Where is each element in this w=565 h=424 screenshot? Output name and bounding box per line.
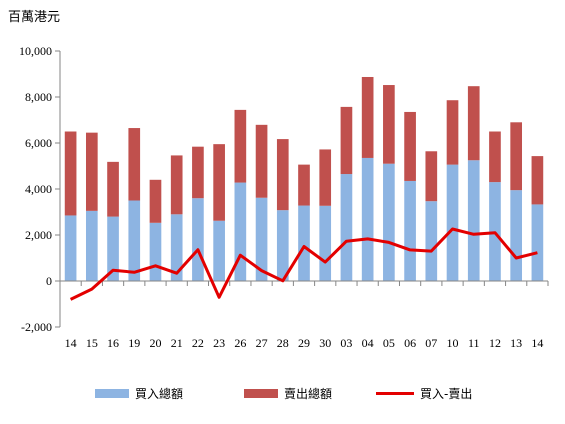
- x-tick-label: 21: [171, 336, 183, 350]
- y-tick-label: 6,000: [25, 136, 52, 150]
- legend: 買入總額 賣出總額 買入-賣出: [0, 385, 565, 405]
- legend-label-buy: 買入總額: [135, 387, 184, 401]
- x-tick-label: 07: [425, 336, 437, 350]
- bar-buy: [319, 205, 332, 281]
- bar-sell: [298, 164, 310, 206]
- legend-item-net: 買入-賣出: [376, 385, 472, 402]
- legend-swatch-net: [376, 392, 414, 395]
- x-tick-label: 16: [107, 336, 119, 350]
- bar-sell: [319, 149, 332, 206]
- y-tick-label: 0: [46, 274, 52, 288]
- y-tick-label: 8,000: [25, 90, 52, 104]
- bar-buy: [340, 174, 353, 281]
- x-tick-label: 05: [383, 336, 395, 350]
- bar-buy: [213, 220, 225, 281]
- bar-buy: [467, 160, 480, 281]
- bar-sell: [170, 155, 183, 215]
- bar-sell: [128, 128, 141, 201]
- x-tick-label: 10: [447, 336, 459, 350]
- x-tick-label: 23: [213, 336, 225, 350]
- bar-sell: [489, 131, 501, 183]
- x-tick-label: 28: [277, 336, 289, 350]
- x-tick-label: 19: [128, 336, 140, 350]
- bar-buy: [298, 205, 310, 281]
- bar-buy: [404, 180, 416, 281]
- bar-buy: [234, 182, 247, 281]
- bar-buy: [85, 210, 98, 281]
- bar-buy: [383, 163, 395, 281]
- bar-buy: [255, 197, 268, 281]
- bar-sell: [531, 156, 544, 205]
- legend-item-sell: 賣出總額: [244, 385, 332, 402]
- x-tick-label: 30: [319, 336, 331, 350]
- bar-sell: [425, 151, 438, 202]
- bar-sell: [467, 86, 480, 161]
- x-tick-label: 22: [192, 336, 204, 350]
- legend-swatch-sell: [244, 389, 278, 398]
- bar-buy: [361, 157, 374, 281]
- bar-sell: [340, 106, 353, 175]
- legend-swatch-buy: [95, 389, 129, 398]
- bar-sell: [64, 131, 77, 216]
- x-tick-label: 27: [256, 336, 268, 350]
- y-tick-label: 2,000: [25, 228, 52, 242]
- y-tick-label: -2,000: [21, 320, 52, 334]
- bar-buy: [64, 215, 77, 281]
- bar-buy: [276, 210, 289, 281]
- bar-sell: [149, 179, 162, 223]
- x-tick-label: 11: [468, 336, 480, 350]
- bar-sell: [383, 85, 395, 164]
- bar-sell: [361, 76, 374, 158]
- x-tick-label: 20: [149, 336, 161, 350]
- x-tick-label: 04: [362, 336, 374, 350]
- bar-buy: [192, 198, 204, 281]
- bar-sell: [255, 124, 268, 198]
- bar-sell: [446, 100, 459, 165]
- plot-area: -2,000 0 2,000 4,000 6,000 8,000 10,000 14 15 16 1…: [19, 44, 549, 350]
- bar-buy: [510, 190, 523, 281]
- bar-buy: [446, 164, 459, 281]
- line-net: [69, 227, 538, 301]
- x-tick-label: 03: [340, 336, 352, 350]
- bar-buy: [531, 204, 544, 281]
- bar-sell: [276, 139, 289, 211]
- x-tick-label: 26: [234, 336, 246, 350]
- bar-buy: [170, 214, 183, 281]
- x-tick-label: 12: [489, 336, 501, 350]
- bar-sell: [107, 161, 119, 217]
- y-unit-label: 百萬港元: [8, 10, 61, 25]
- legend-label-sell: 賣出總額: [284, 387, 333, 401]
- bar-sell: [404, 111, 416, 181]
- bar-sell: [213, 144, 225, 221]
- x-tick-label: 06: [404, 336, 416, 350]
- bar-sell: [234, 109, 247, 183]
- bar-buy: [425, 201, 438, 281]
- bar-sell: [192, 146, 204, 199]
- bar-buy: [107, 216, 119, 281]
- x-tick-label: 14: [65, 336, 77, 350]
- bar-sell: [510, 122, 523, 191]
- bar-buy: [128, 200, 141, 281]
- bar-buy: [149, 222, 162, 281]
- y-tick-label: 4,000: [25, 182, 52, 196]
- x-tick-label: 13: [510, 336, 522, 350]
- y-tick-label: 10,000: [19, 44, 52, 58]
- x-tick-label: 29: [298, 336, 310, 350]
- legend-item-buy: 買入總額: [95, 385, 183, 402]
- x-tick-label: 15: [86, 336, 98, 350]
- bar-sell: [85, 132, 98, 211]
- x-tick-label: 14: [531, 336, 543, 350]
- legend-label-net: 買入-賣出: [420, 387, 473, 401]
